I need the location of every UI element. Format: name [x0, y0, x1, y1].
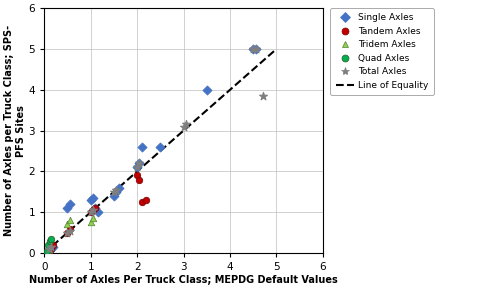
- Point: [43, 249, 51, 253]
- Point: [143, 198, 150, 202]
- Point: [87, 210, 94, 214]
- Point: [87, 210, 94, 214]
- Point: [45, 247, 53, 251]
- Point: [44, 242, 52, 247]
- Point: [45, 249, 53, 253]
- Point: [112, 190, 120, 194]
- Point: [92, 206, 99, 210]
- Point: [133, 165, 141, 170]
- Point: [87, 220, 94, 225]
- Point: [252, 47, 259, 51]
- Point: [47, 236, 55, 241]
- Point: [182, 122, 190, 127]
- Point: [115, 186, 122, 190]
- Point: [64, 230, 71, 235]
- Point: [45, 247, 53, 251]
- Point: [43, 249, 51, 253]
- Point: [92, 206, 99, 210]
- Point: [203, 88, 211, 92]
- Point: [47, 247, 55, 251]
- Point: [66, 218, 74, 223]
- Point: [112, 188, 120, 192]
- Point: [89, 216, 97, 221]
- Point: [259, 94, 267, 98]
- Point: [249, 47, 257, 51]
- Point: [45, 249, 53, 253]
- Point: [89, 208, 97, 212]
- Point: [133, 173, 141, 178]
- Point: [110, 194, 118, 198]
- Point: [46, 238, 54, 243]
- Point: [180, 124, 187, 129]
- Point: [87, 198, 94, 202]
- Point: [64, 222, 71, 227]
- Legend: Single Axles, Tandem Axles, Tridem Axles, Quad Axles, Total Axles, Line of Equal: Single Axles, Tandem Axles, Tridem Axles…: [330, 8, 434, 95]
- Point: [89, 208, 97, 212]
- Point: [89, 196, 97, 200]
- Point: [43, 251, 51, 255]
- Point: [249, 47, 257, 51]
- Y-axis label: Number of Axles per Truck Class; SPS-
PFS Sites: Number of Axles per Truck Class; SPS- PF…: [4, 25, 26, 236]
- Point: [66, 202, 74, 206]
- Point: [110, 190, 118, 194]
- Point: [135, 161, 143, 166]
- Point: [133, 165, 141, 170]
- Point: [157, 144, 164, 149]
- Point: [94, 210, 102, 214]
- Point: [135, 177, 143, 182]
- Point: [47, 244, 55, 249]
- X-axis label: Number of Axles Per Truck Class; MEPDG Default Values: Number of Axles Per Truck Class; MEPDG D…: [29, 275, 338, 285]
- Point: [138, 200, 146, 204]
- Point: [40, 251, 48, 255]
- Point: [135, 161, 143, 166]
- Point: [64, 206, 71, 210]
- Point: [64, 230, 71, 235]
- Point: [50, 244, 57, 249]
- Point: [66, 228, 74, 233]
- Point: [66, 226, 74, 231]
- Point: [50, 242, 57, 247]
- Point: [47, 247, 55, 251]
- Point: [252, 47, 259, 51]
- Point: [138, 144, 146, 149]
